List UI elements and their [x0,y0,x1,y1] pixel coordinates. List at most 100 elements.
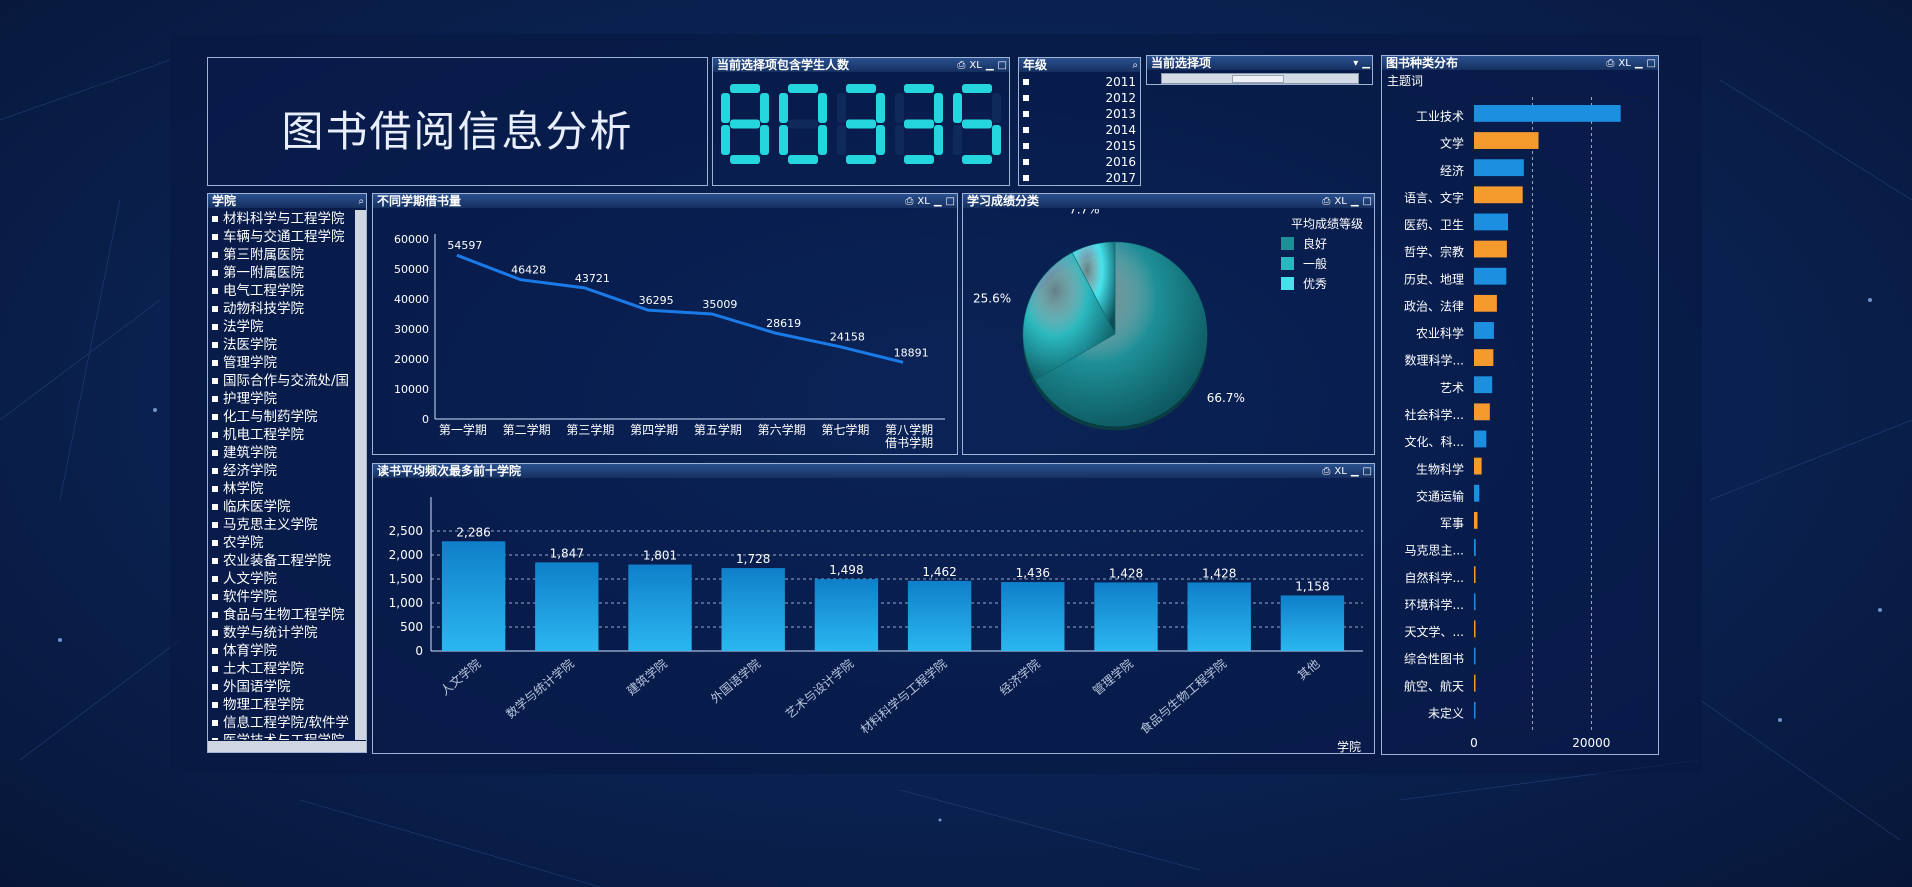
year-option[interactable]: 2011 [1019,74,1140,90]
bar-外国语学院 [721,568,785,651]
y-tick-label: 2,000 [389,548,423,562]
printer-icon[interactable]: ⎙ [1322,196,1331,207]
college-list-item[interactable]: 护理学院 [208,390,354,408]
selection-scroll-thumb[interactable] [1232,75,1284,83]
bullet-icon [212,630,218,636]
bar-社会科学... [1474,403,1490,421]
year-option[interactable]: 2015 [1019,138,1140,154]
checkbox-icon[interactable] [1023,79,1029,85]
year-option[interactable]: 2013 [1019,106,1140,122]
maximize-icon[interactable]: □ [1362,466,1372,477]
data-label: 24158 [830,331,865,344]
maximize-icon[interactable]: □ [997,60,1007,71]
category-label: 艺术 [1440,381,1464,395]
college-label: 土木工程学院 [223,661,304,677]
college-list-item[interactable]: 医学技术与工程学院 [208,732,354,740]
college-list-item[interactable]: 数学与统计学院 [208,624,354,642]
college-list-item[interactable]: 管理学院 [208,354,354,372]
category-label: 综合性图书 [1404,651,1464,666]
bar-农业科学 [1474,322,1494,339]
digit-segment [962,84,992,93]
college-list-item[interactable]: 法学院 [208,318,354,336]
college-list-item[interactable]: 经济学院 [208,462,354,480]
college-list-item[interactable]: 物理工程学院 [208,696,354,714]
digit-segment [788,119,818,129]
college-list-item[interactable]: 土木工程学院 [208,660,354,678]
printer-icon[interactable]: ⎙ [1322,466,1331,477]
year-option[interactable]: 2012 [1019,90,1140,106]
search-icon[interactable]: ⌕ [358,196,364,207]
printer-icon[interactable]: ⎙ [1606,58,1615,69]
xl-icon[interactable]: XL [1334,196,1347,207]
year-option[interactable]: 2017 [1019,170,1140,186]
xl-icon[interactable]: XL [1618,58,1631,69]
maximize-icon[interactable]: □ [945,196,955,207]
category-label: 环境科学... [1405,597,1464,612]
year-label: 2011 [1105,75,1136,89]
xl-icon[interactable]: XL [969,60,982,71]
category-chart-panel: 图书种类分布 ⎙ XL ▁ □ 主题词 工业技术 文学 经济 语言、文字 医药、卫生 哲学、宗教历… [1381,55,1659,755]
college-label: 数学与统计学院 [223,625,318,641]
college-list-item[interactable]: 材料科学与工程学院 [208,210,354,228]
maximize-icon[interactable]: □ [1362,196,1372,207]
xl-icon[interactable]: XL [917,196,930,207]
college-list-item[interactable]: 动物科技学院 [208,300,354,318]
printer-icon[interactable]: ⎙ [957,60,966,71]
college-list-item[interactable]: 林学院 [208,480,354,498]
college-list-item[interactable]: 信息工程学院/软件学 [208,714,354,732]
checkbox-icon[interactable] [1023,111,1029,117]
college-label: 林学院 [223,481,264,497]
minimize-icon[interactable]: ▁ [1350,466,1359,477]
selection-scrollbar[interactable] [1161,73,1359,84]
category-label: 历史、地理 [1404,272,1464,286]
college-list-item[interactable]: 软件学院 [208,588,354,606]
minimize-icon[interactable]: ▁ [1362,58,1370,69]
minimize-icon[interactable]: ▁ [985,60,994,71]
horizontal-scrollbar[interactable] [208,741,366,752]
dropdown-icon[interactable]: ▾ [1353,58,1359,69]
digit-segment [846,155,876,164]
college-list-item[interactable]: 农学院 [208,534,354,552]
bar-管理学院 [1094,582,1158,651]
bar-工业技术 [1474,105,1621,122]
college-list-item[interactable]: 外国语学院 [208,678,354,696]
minimize-icon[interactable]: ▁ [1350,196,1359,207]
college-list-item[interactable]: 临床医学院 [208,498,354,516]
college-list-item[interactable]: 马克思主义学院 [208,516,354,534]
college-list-item[interactable]: 法医学院 [208,336,354,354]
checkbox-icon[interactable] [1023,175,1029,181]
bar-交通运输 [1474,484,1480,502]
checkbox-icon[interactable] [1023,95,1029,101]
vertical-scrollbar[interactable] [355,210,366,740]
minimize-icon[interactable]: ▁ [933,196,942,207]
college-list-item[interactable]: 体育学院 [208,642,354,660]
college-list-item[interactable]: 第三附属医院 [208,246,354,264]
year-label: 2014 [1105,123,1136,137]
college-list-item[interactable]: 国际合作与交流处/国 [208,372,354,390]
college-list-item[interactable]: 化工与制药学院 [208,408,354,426]
search-icon[interactable]: ⌕ [1132,60,1138,71]
college-list-item[interactable]: 机电工程学院 [208,426,354,444]
checkbox-icon[interactable] [1023,127,1029,133]
college-list-item[interactable]: 食品与生物工程学院 [208,606,354,624]
printer-icon[interactable]: ⎙ [905,196,914,207]
maximize-icon[interactable]: □ [1646,58,1656,69]
digit-segment [818,93,827,123]
college-list-item[interactable]: 建筑学院 [208,444,354,462]
checkbox-icon[interactable] [1023,143,1029,149]
year-option[interactable]: 2014 [1019,122,1140,138]
college-list-item[interactable]: 农业装备工程学院 [208,552,354,570]
college-list-item[interactable]: 人文学院 [208,570,354,588]
x-tick-label: 第一学期 [439,422,487,437]
minimize-icon[interactable]: ▁ [1634,58,1643,69]
college-list-item[interactable]: 电气工程学院 [208,282,354,300]
bullet-icon [212,432,218,438]
x-tick-label: 其他 [1295,657,1322,683]
college-list-item[interactable]: 车辆与交通工程学院 [208,228,354,246]
checkbox-icon[interactable] [1023,159,1029,165]
year-option[interactable]: 2016 [1019,154,1140,170]
college-list-item[interactable]: 第一附属医院 [208,264,354,282]
xl-icon[interactable]: XL [1334,466,1347,477]
year-filter-panel: 年级 ⌕ 2011 2012 2013 2014 2015 2016 2017 [1018,57,1141,186]
